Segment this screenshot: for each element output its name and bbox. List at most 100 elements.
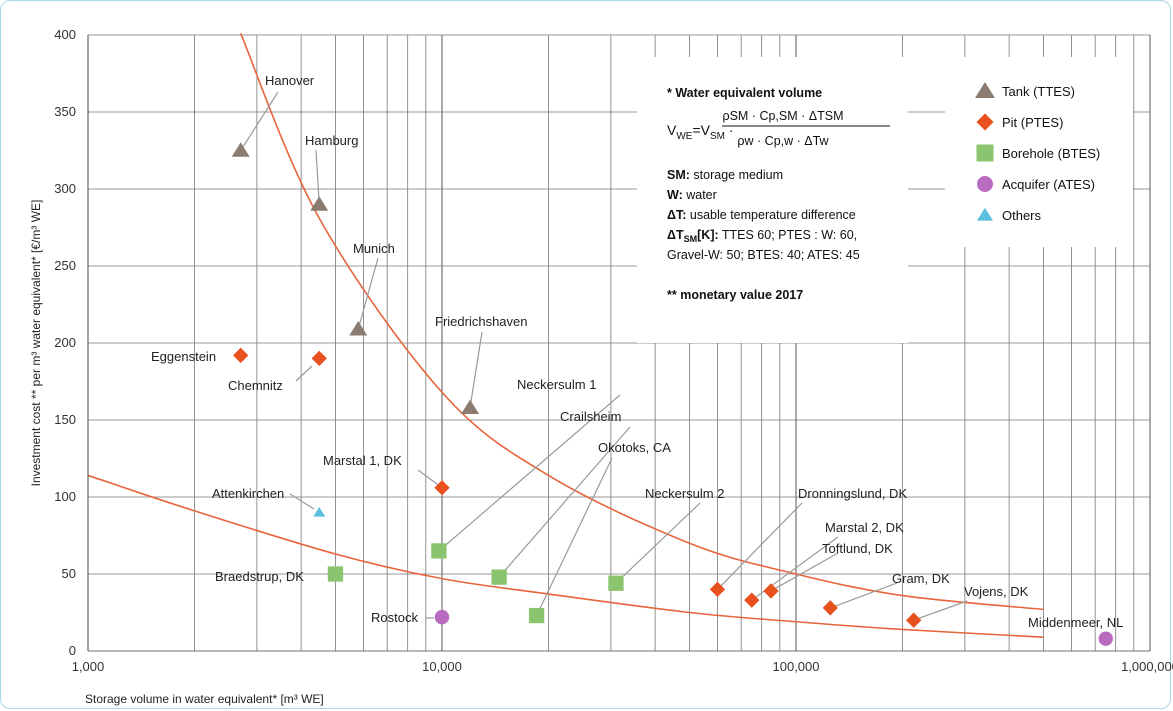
y-tick-label: 400 [54, 27, 76, 42]
leader-line [913, 600, 968, 621]
axes: 0 50 100 150 200 250 300 350 400 1,000 10,000 100,0… [29, 27, 1173, 706]
point-label: Hamburg [305, 133, 358, 148]
point-label: Braedstrup, DK [215, 569, 304, 584]
point-label: Munich [353, 241, 395, 256]
leader-line [240, 91, 279, 151]
x-axis-title: Storage volume in water equivalent* [m³ … [85, 692, 324, 706]
point-label: Gram, DK [892, 571, 950, 586]
leader-line [717, 502, 803, 590]
y-tick-label: 50 [62, 566, 76, 581]
data-points [231, 142, 1113, 646]
y-tick-label: 350 [54, 104, 76, 119]
legend-marker-others [977, 207, 993, 221]
marker-tank-ttes [349, 321, 368, 336]
marker-acquifer-ates [1098, 631, 1113, 646]
point-labels: Hanover Hamburg Munich Friedrichshaven Eggen… [151, 73, 1123, 630]
x-tick-label: 1,000,000 [1121, 659, 1173, 674]
marker-pit-ptes [434, 480, 450, 496]
leader-line [498, 426, 631, 578]
leader-line [289, 493, 315, 510]
marker-pit-ptes [311, 350, 327, 367]
leader-line [315, 149, 320, 205]
leader-line [830, 582, 898, 609]
y-tick-label: 250 [54, 258, 76, 273]
point-label: Middenmeer, NL [1028, 615, 1123, 630]
leader-line [357, 257, 379, 330]
note-monetary: ** monetary value 2017 [667, 288, 803, 302]
trend-curves [87, 33, 1044, 638]
legend-marker-pit-ptes [976, 113, 994, 131]
legend-label-acquifer-ates: Acquifer (ATES) [1002, 177, 1095, 192]
marker-borehole-btes [528, 607, 545, 624]
legend-label-pit-ptes: Pit (PTES) [1002, 115, 1063, 130]
marker-borehole-btes [608, 575, 624, 591]
leader-line [770, 552, 839, 592]
marker-pit-ptes [233, 347, 249, 363]
marker-pit-ptes [822, 600, 838, 616]
y-tick-label: 100 [54, 489, 76, 504]
legend-label-others: Others [1002, 208, 1042, 223]
marker-others [313, 507, 326, 517]
point-label: Attenkirchen [212, 486, 284, 501]
leader-lines [240, 91, 968, 621]
y-tick-label: 0 [69, 643, 76, 658]
note-w: W: water [667, 188, 717, 202]
trend-curve-2 [87, 474, 1044, 638]
note-dtsm: ΔTSM[K]: TTES 60; PTES : W: 60, [667, 228, 857, 244]
note-dtsm-cont: Gravel-W: 50; BTES: 40; ATES: 45 [667, 248, 860, 262]
point-label: Marstal 2, DK [825, 520, 904, 535]
x-tick-label: 10,000 [422, 659, 462, 674]
point-label: Neckersulm 2 [645, 486, 724, 501]
legend-marker-borehole-btes [976, 144, 994, 162]
marker-borehole-btes [431, 543, 447, 559]
formula-denominator: ρw · Cp,w · ΔTw [737, 134, 829, 148]
leader-line [615, 502, 701, 584]
leader-line [469, 331, 483, 408]
marker-tank-ttes [310, 196, 329, 211]
note-title: * Water equivalent volume [667, 86, 822, 100]
y-tick-label: 150 [54, 412, 76, 427]
point-label: Toftlund, DK [822, 541, 893, 556]
x-tick-label: 1,000 [72, 659, 105, 674]
marker-pit-ptes [763, 583, 779, 599]
legend-marker-tank-ttes [975, 82, 995, 98]
formula-numerator: ρSM · Cp,SM · ΔTSM [722, 109, 843, 123]
marker-acquifer-ates [434, 609, 450, 625]
point-label: Hanover [265, 73, 315, 88]
marker-borehole-btes [327, 566, 344, 582]
legend: Tank (TTES) Pit (PTES) Borehole (BTES) Acqu… [945, 57, 1133, 247]
point-label: Marstal 1, DK [323, 453, 402, 468]
leader-line [536, 457, 613, 616]
svg-text:VWE=VSM ·: VWE=VSM · [667, 122, 734, 142]
point-label: Eggenstein [151, 349, 216, 364]
point-label: Chemnitz [228, 378, 283, 393]
point-label: Dronningslund, DK [798, 486, 907, 501]
marker-tank-ttes [461, 399, 480, 414]
legend-label-borehole-btes: Borehole (BTES) [1002, 146, 1100, 161]
leader-line [438, 394, 621, 552]
y-axis-title: Investment cost ** per m³ water equivale… [29, 200, 43, 487]
y-tick-label: 200 [54, 335, 76, 350]
marker-pit-ptes [709, 581, 726, 598]
note-dt: ΔT: usable temperature difference [667, 208, 856, 222]
point-label: Vojens, DK [964, 584, 1029, 599]
trend-curve-1 [239, 33, 1044, 611]
marker-tank-ttes [231, 142, 250, 157]
x-tick-label: 100,000 [773, 659, 820, 674]
marker-pit-ptes [744, 592, 760, 608]
point-label: Okotoks, CA [598, 440, 671, 455]
leader-line [295, 365, 313, 382]
formula: VWE=VSM · ρSM · Cp,SM · ΔTSM ρw · Cp,w ·… [667, 109, 890, 148]
point-label: Neckersulm 1 [517, 377, 596, 392]
point-label: Crailsheim [560, 409, 621, 424]
point-label: Rostock [371, 610, 418, 625]
legend-label-tank-ttes: Tank (TTES) [1002, 84, 1075, 99]
marker-borehole-btes [491, 569, 507, 585]
point-label: Friedrichshaven [435, 314, 528, 329]
y-tick-label: 300 [54, 181, 76, 196]
note-sm: SM: storage medium [667, 168, 783, 182]
formula-note-box: * Water equivalent volume VWE=VSM · ρSM … [637, 57, 908, 343]
marker-pit-ptes [906, 612, 922, 628]
